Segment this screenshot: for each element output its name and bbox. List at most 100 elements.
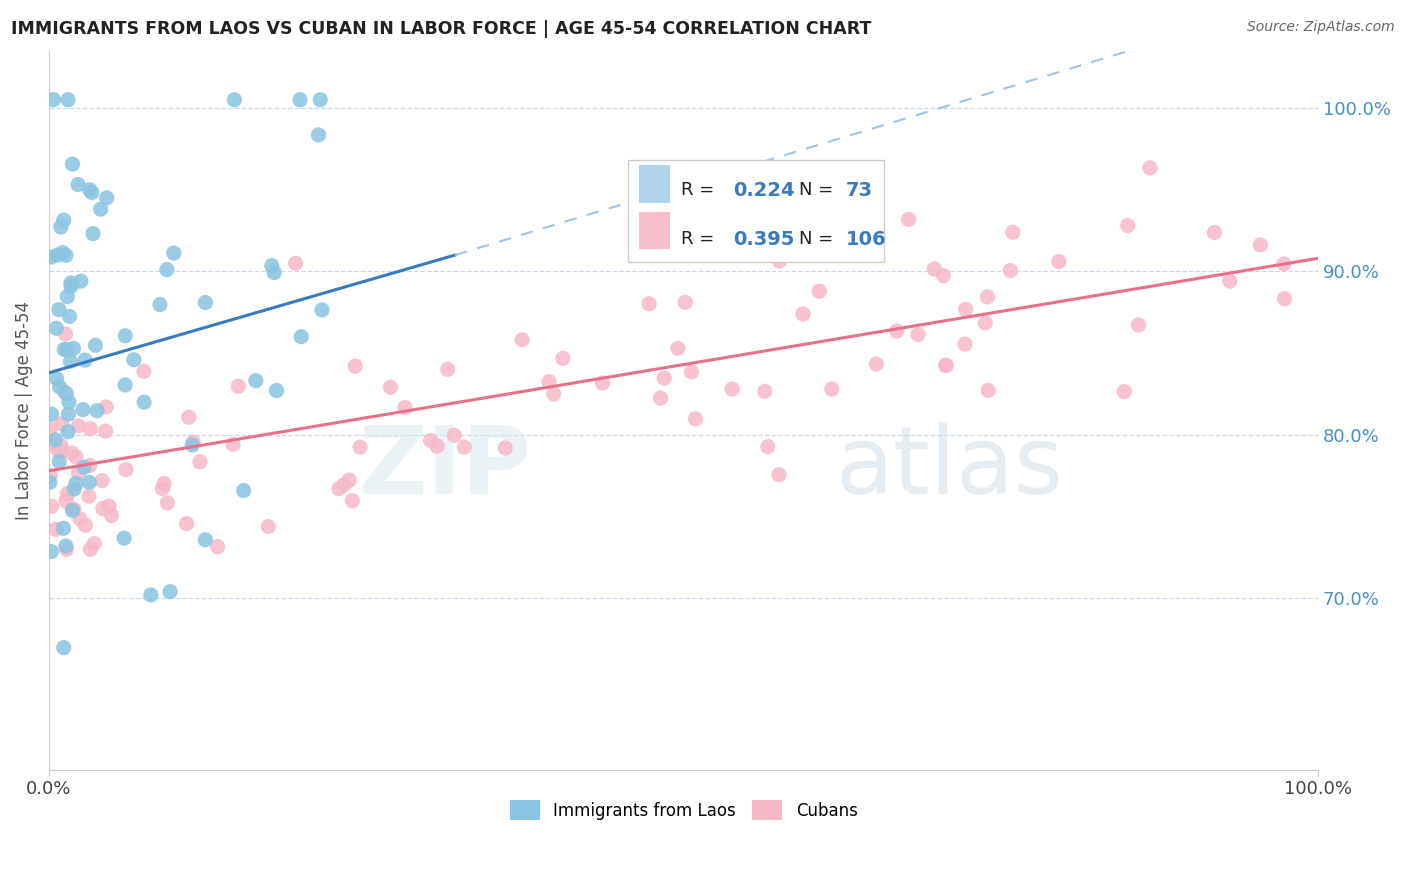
- Point: [55, 542, 77, 557]
- Point: [51, 417, 73, 431]
- Point: [510, 333, 533, 347]
- Point: [681, 365, 703, 379]
- Point: [232, 483, 254, 498]
- Point: [333, 478, 356, 492]
- Point: [156, 496, 179, 510]
- Point: [49, 380, 72, 394]
- Point: [132, 364, 155, 378]
- Text: atlas: atlas: [835, 422, 1064, 514]
- Point: [52, 245, 75, 260]
- Point: [83, 536, 105, 550]
- Point: [194, 533, 217, 547]
- Point: [257, 519, 280, 533]
- Point: [263, 266, 285, 280]
- Point: [443, 428, 465, 442]
- Point: [56, 425, 79, 439]
- Point: [122, 352, 145, 367]
- Point: [260, 259, 283, 273]
- Point: [721, 382, 744, 396]
- Point: [67, 466, 90, 480]
- Point: [380, 380, 402, 394]
- Point: [886, 324, 908, 338]
- Point: [288, 93, 311, 107]
- Point: [935, 358, 957, 372]
- Point: [73, 353, 96, 368]
- Point: [65, 450, 87, 464]
- Point: [53, 384, 76, 399]
- FancyBboxPatch shape: [640, 165, 671, 202]
- Point: [67, 178, 90, 192]
- Point: [394, 401, 416, 415]
- Point: [58, 310, 80, 324]
- Point: [149, 298, 172, 312]
- Point: [38, 475, 60, 490]
- Point: [932, 268, 955, 283]
- Text: 0.224: 0.224: [734, 181, 794, 200]
- Point: [974, 316, 997, 330]
- Point: [59, 276, 82, 290]
- Point: [132, 395, 155, 409]
- Point: [39, 468, 62, 483]
- Point: [311, 302, 333, 317]
- Point: [100, 508, 122, 523]
- Point: [56, 486, 79, 500]
- Point: [55, 343, 77, 357]
- Text: R =: R =: [682, 181, 720, 200]
- Point: [42, 93, 65, 107]
- Point: [96, 191, 118, 205]
- Point: [51, 443, 73, 458]
- Point: [163, 246, 186, 260]
- Point: [344, 359, 367, 373]
- Point: [207, 540, 229, 554]
- Point: [453, 440, 475, 454]
- Point: [139, 588, 162, 602]
- Point: [1274, 292, 1296, 306]
- Point: [45, 321, 67, 335]
- Point: [426, 439, 449, 453]
- Point: [1139, 161, 1161, 175]
- Point: [538, 375, 561, 389]
- Point: [90, 202, 112, 216]
- Point: [284, 256, 307, 270]
- Point: [41, 544, 63, 558]
- Point: [55, 494, 77, 508]
- Point: [48, 302, 70, 317]
- Point: [419, 434, 441, 448]
- Point: [955, 302, 977, 317]
- Point: [41, 407, 63, 421]
- Point: [224, 93, 246, 107]
- Y-axis label: In Labor Force | Age 45-54: In Labor Force | Age 45-54: [15, 301, 32, 520]
- Point: [592, 376, 614, 390]
- Point: [808, 284, 831, 298]
- Point: [60, 279, 83, 293]
- Point: [342, 493, 364, 508]
- Point: [222, 437, 245, 451]
- Point: [226, 379, 249, 393]
- Point: [55, 248, 77, 262]
- Point: [977, 384, 1000, 398]
- Point: [69, 512, 91, 526]
- Point: [159, 584, 181, 599]
- Point: [1249, 238, 1271, 252]
- Point: [181, 438, 204, 452]
- Point: [1204, 226, 1226, 240]
- Point: [55, 326, 77, 341]
- Point: [52, 213, 75, 227]
- Point: [1219, 274, 1241, 288]
- Point: [328, 482, 350, 496]
- Point: [73, 460, 96, 475]
- Text: R =: R =: [682, 230, 720, 248]
- Point: [79, 542, 101, 557]
- Point: [46, 442, 69, 457]
- Point: [935, 359, 957, 373]
- Point: [49, 438, 72, 452]
- Point: [60, 446, 83, 460]
- Point: [650, 391, 672, 405]
- Point: [55, 386, 77, 401]
- Point: [65, 476, 87, 491]
- FancyBboxPatch shape: [628, 160, 884, 261]
- Point: [94, 424, 117, 438]
- Point: [922, 262, 945, 277]
- Point: [84, 338, 107, 352]
- Point: [194, 295, 217, 310]
